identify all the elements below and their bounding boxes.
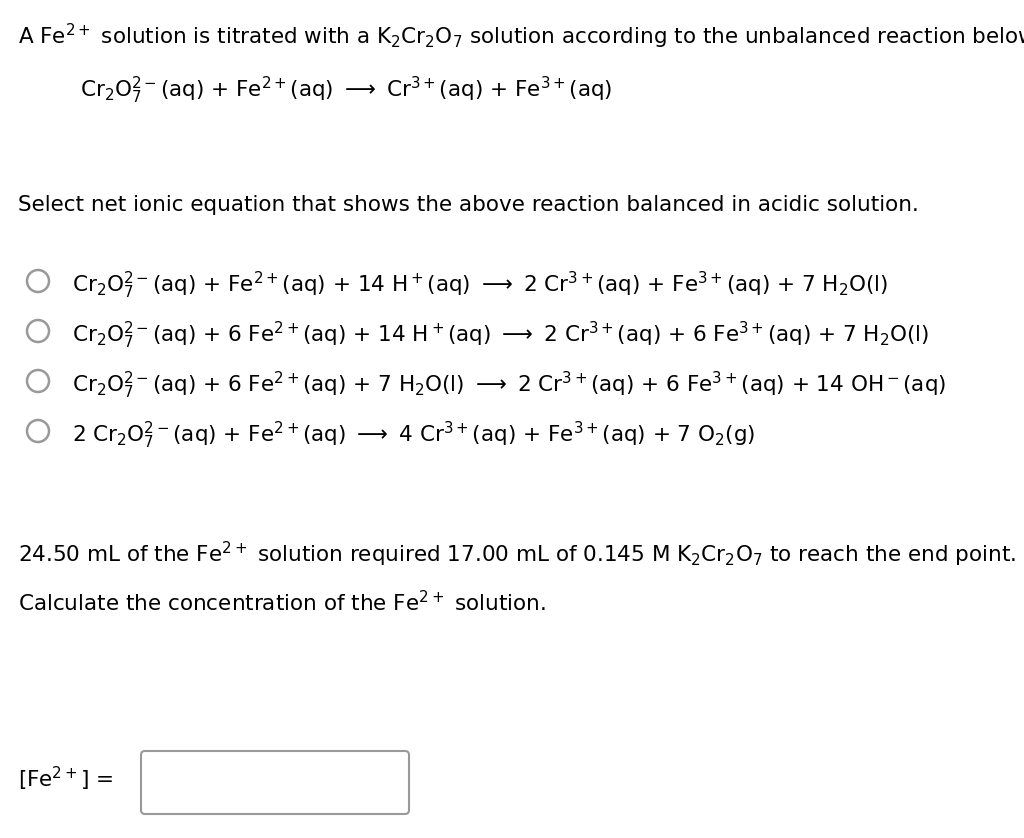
Text: Cr$_2$O$_7^{2-}$(aq) + Fe$^{2+}$(aq) $\longrightarrow$ Cr$^{3+}$(aq) + Fe$^{3+}$: Cr$_2$O$_7^{2-}$(aq) + Fe$^{2+}$(aq) $\l… [80,75,612,106]
Text: 24.50 mL of the Fe$^{2+}$ solution required 17.00 mL of 0.145 M K$_2$Cr$_2$O$_7$: 24.50 mL of the Fe$^{2+}$ solution requi… [18,540,1016,569]
Text: A Fe$^{2+}$ solution is titrated with a K$_2$Cr$_2$O$_7$ solution according to t: A Fe$^{2+}$ solution is titrated with a … [18,22,1024,51]
FancyBboxPatch shape [141,751,409,814]
Text: Calculate the concentration of the Fe$^{2+}$ solution.: Calculate the concentration of the Fe$^{… [18,590,546,615]
Text: Select net ionic equation that shows the above reaction balanced in acidic solut: Select net ionic equation that shows the… [18,195,919,215]
Text: [Fe$^{2+}$] =: [Fe$^{2+}$] = [18,765,114,794]
Text: Cr$_2$O$_7^{2-}$(aq) + 6 Fe$^{2+}$(aq) + 14 H$^+$(aq) $\longrightarrow$ 2 Cr$^{3: Cr$_2$O$_7^{2-}$(aq) + 6 Fe$^{2+}$(aq) +… [72,320,930,351]
Text: Cr$_2$O$_7^{2-}$(aq) + 6 Fe$^{2+}$(aq) + 7 H$_2$O(l) $\longrightarrow$ 2 Cr$^{3+: Cr$_2$O$_7^{2-}$(aq) + 6 Fe$^{2+}$(aq) +… [72,370,946,401]
Text: Cr$_2$O$_7^{2-}$(aq) + Fe$^{2+}$(aq) + 14 H$^+$(aq) $\longrightarrow$ 2 Cr$^{3+}: Cr$_2$O$_7^{2-}$(aq) + Fe$^{2+}$(aq) + 1… [72,270,888,301]
Text: 2 Cr$_2$O$_7^{2-}$(aq) + Fe$^{2+}$(aq) $\longrightarrow$ 4 Cr$^{3+}$(aq) + Fe$^{: 2 Cr$_2$O$_7^{2-}$(aq) + Fe$^{2+}$(aq) $… [72,420,756,451]
